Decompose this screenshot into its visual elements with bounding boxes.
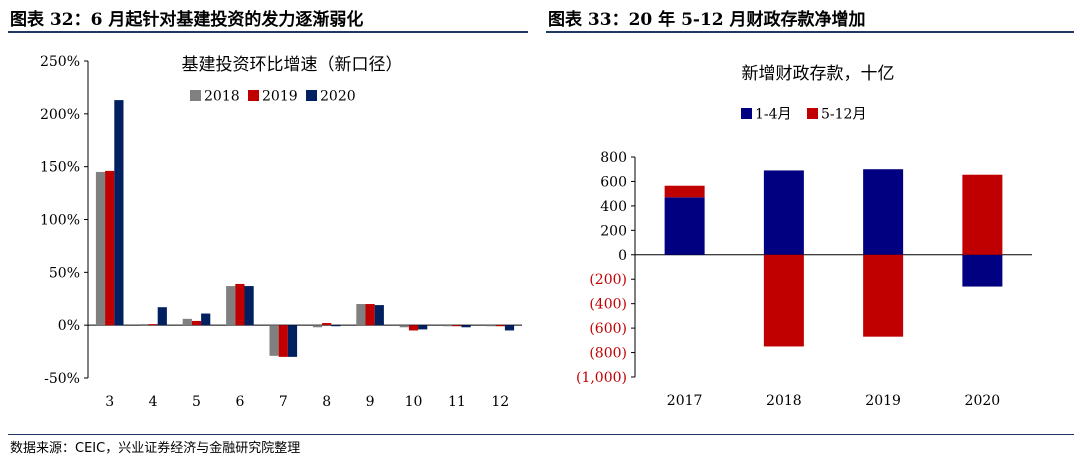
chart2-y-tick-label: (800) — [589, 346, 627, 362]
chart1-bar-2020-5 — [201, 313, 211, 326]
chart2-y-tick-label: 200 — [600, 223, 627, 239]
chart1-y-tick-label: 0% — [58, 318, 80, 334]
chart1-bar-2018-5 — [182, 318, 192, 326]
chart1-x-tick-label: 10 — [405, 394, 423, 410]
chart1-bar-2019-12 — [495, 325, 505, 327]
chart1-bar-2020-10 — [418, 325, 428, 330]
chart1-y-tick-label: 200% — [40, 107, 80, 123]
chart1-bar-2019-11 — [452, 325, 462, 327]
chart1-bar-2020-8 — [331, 325, 341, 327]
chart2-x-tick-label: 2017 — [667, 393, 703, 409]
chart2-y-tick-label: 600 — [600, 174, 627, 190]
chart1-bar-2019-9 — [365, 304, 375, 326]
chart1-legend-swatch-2020 — [306, 90, 317, 101]
chart2-y-tick-label: (1,000) — [576, 370, 627, 386]
chart1-legend-label-2018: 2018 — [204, 89, 240, 105]
chart1-legend-label-2019: 2019 — [262, 89, 298, 105]
chart1-bar-2018-10 — [399, 325, 409, 328]
chart1-bar-2019-10 — [408, 325, 419, 331]
chart2-bar-5-12月-2018 — [763, 254, 804, 347]
right-title-rule — [546, 31, 1074, 33]
chart1-x-tick-label: 6 — [235, 394, 244, 410]
chart1-bar-2018-9 — [356, 304, 366, 326]
chart1-x-tick-label: 4 — [149, 394, 158, 410]
chart1-bar-2019-4 — [148, 324, 158, 326]
chart1-bar-2020-7 — [287, 325, 298, 357]
chart1-legend-label-2020: 2020 — [320, 89, 356, 105]
chart2-bar-5-12月-2019 — [863, 254, 904, 337]
chart1-y-tick-label: 100% — [40, 213, 80, 229]
chart1-x-tick-label: 9 — [366, 394, 375, 410]
chart2-bar-5-12月-2020 — [962, 174, 1003, 255]
chart1-y-tick-label: -50% — [44, 371, 80, 387]
chart2-legend-swatch-1-4月 — [741, 108, 752, 119]
chart2-y-tick-label: 400 — [600, 199, 627, 215]
chart2-bar-1-4月-2019 — [863, 169, 904, 255]
chart2-title: 新增财政存款，十亿 — [742, 64, 895, 84]
chart2-legend-swatch-5-12月 — [807, 108, 818, 119]
chart1-bar-2018-12 — [486, 325, 496, 327]
right-figure-title: 图表 33：20 年 5-12 月财政存款净增加 — [548, 10, 866, 30]
chart1-bar-2019-5 — [191, 320, 202, 326]
chart2-legend-label-1-4月: 1-4月 — [755, 107, 792, 123]
chart1-x-tick-label: 7 — [279, 394, 288, 410]
chart1-y-tick-label: 150% — [40, 160, 80, 176]
chart2-x-tick-label: 2019 — [865, 393, 901, 409]
chart1-bar-2019-7 — [278, 325, 288, 357]
chart1-x-tick-label: 5 — [192, 394, 201, 410]
chart1-x-tick-label: 12 — [491, 394, 509, 410]
chart2-bar-1-4月-2017 — [664, 197, 705, 255]
chart1-bar-2018-3 — [95, 171, 106, 326]
chart2-y-tick-label: (200) — [589, 272, 627, 288]
chart2-y-tick-label: (600) — [589, 321, 627, 337]
chart1-bar-2019-8 — [322, 323, 332, 326]
chart1-bar-2018-6 — [226, 286, 236, 326]
source-note: 数据来源：CEIC，兴业证券经济与金融研究院整理 — [10, 441, 301, 456]
chart1-bar-2020-12 — [504, 325, 515, 331]
chart1-bar-2020-6 — [244, 286, 254, 326]
footer-rule — [8, 434, 1074, 435]
chart1-bar-2019-6 — [235, 283, 245, 326]
chart1-bar-2020-3 — [114, 100, 124, 326]
chart2-y-tick-label: 0 — [618, 248, 627, 264]
chart1-legend-swatch-2018 — [190, 90, 201, 101]
chart1-bar-2019-3 — [105, 170, 115, 326]
chart2-legend-label-5-12月: 5-12月 — [821, 107, 866, 123]
chart1-bar-2018-4 — [139, 324, 149, 326]
chart2-bar-1-4月-2018 — [763, 170, 804, 255]
chart2-bar-5-12月-2017 — [664, 185, 705, 198]
chart1-bar-2018-8 — [312, 325, 323, 328]
chart2-x-tick-label: 2018 — [766, 393, 802, 409]
chart2-bar-1-4月-2020 — [962, 254, 1003, 287]
chart2-y-tick-label: (400) — [589, 297, 627, 313]
chart1-x-tick-label: 8 — [322, 394, 331, 410]
chart1-x-tick-label: 3 — [105, 394, 114, 410]
chart1-legend-swatch-2019 — [248, 90, 259, 101]
chart1-bar-2020-11 — [461, 325, 471, 328]
chart1-y-tick-label: 250% — [40, 54, 80, 70]
chart2-x-tick-label: 2020 — [965, 393, 1001, 409]
chart1-bar-2020-9 — [374, 305, 384, 326]
chart1-title: 基建投资环比增速（新口径） — [182, 55, 403, 75]
chart1-bar-2018-7 — [269, 325, 279, 356]
chart1-x-tick-label: 11 — [448, 394, 466, 410]
chart1-y-tick-label: 50% — [49, 265, 80, 281]
chart1-bar-2020-4 — [157, 307, 167, 326]
left-figure-title: 图表 32：6 月起针对基建投资的发力逐渐弱化 — [10, 10, 364, 30]
left-title-rule — [8, 31, 528, 33]
chart2-y-tick-label: 800 — [600, 150, 627, 166]
chart1-bar-2018-11 — [443, 325, 453, 327]
